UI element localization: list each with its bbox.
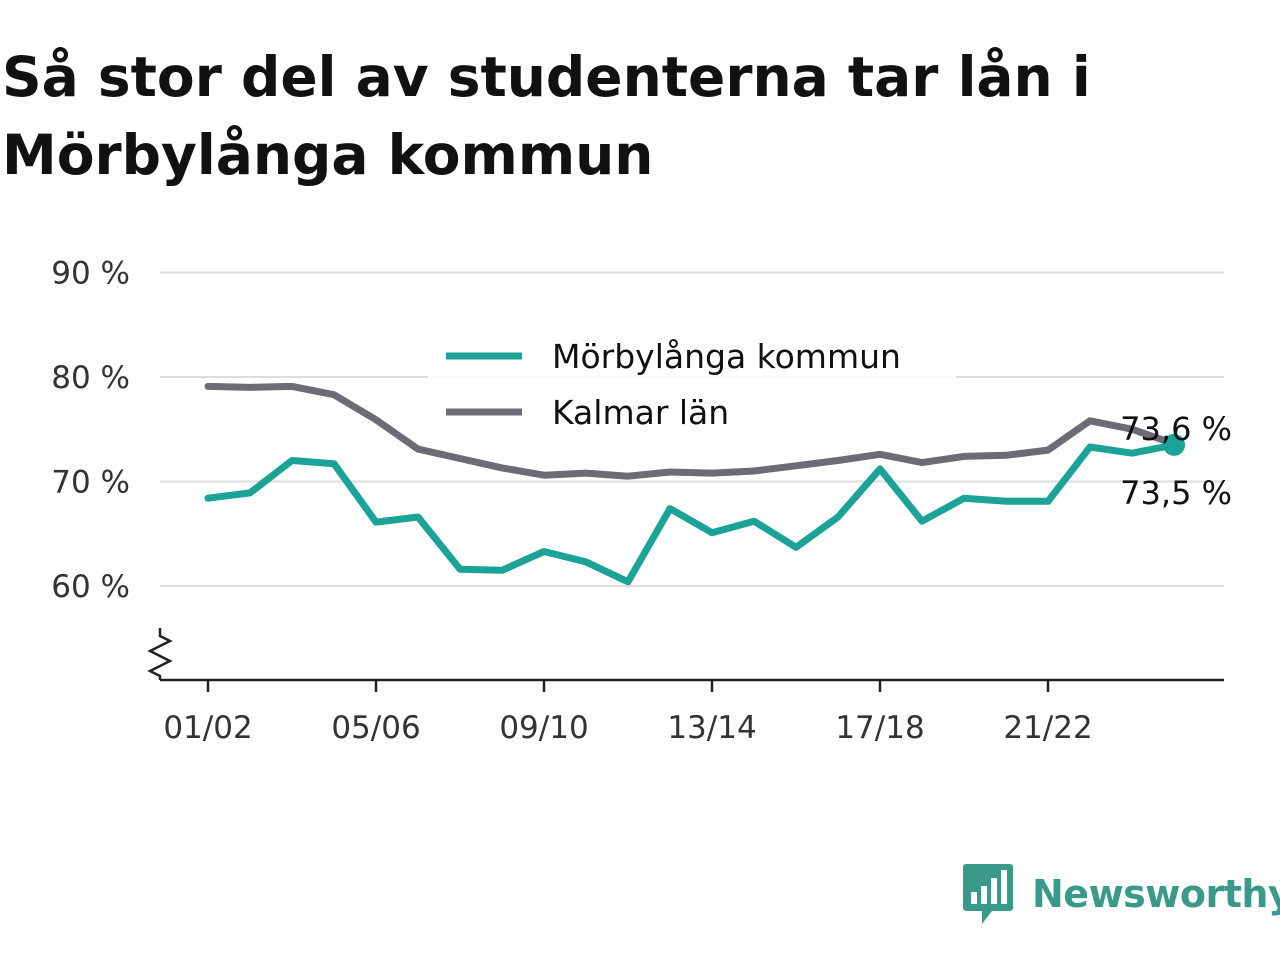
chart-title: Så stor del av studenterna tar lån i Mör… (2, 45, 1091, 187)
series-line-m-rbyl-nga-kommun (204, 441, 1178, 586)
y-tick-label: 70 % (51, 464, 130, 500)
x-tick-label: 09/10 (499, 710, 588, 746)
x-tick-label: 01/02 (163, 710, 252, 746)
y-tick-label: 80 % (51, 360, 130, 396)
x-tick-label: 21/22 (1003, 710, 1092, 746)
end-label-kalmar: 73,6 % (1120, 410, 1232, 448)
y-tick-label: 60 % (51, 569, 130, 605)
legend-label: Mörbylånga kommun (552, 337, 901, 376)
series-end-marker (1163, 433, 1185, 456)
x-tick-label: 05/06 (331, 710, 420, 746)
x-tick-label: 13/14 (667, 710, 756, 746)
y-tick-label: 90 % (51, 255, 130, 291)
legend-label: Kalmar län (552, 393, 729, 432)
end-labels: 73,6 % 73,5 % (1120, 410, 1232, 512)
legend: Mörbylånga kommun Kalmar län (428, 326, 956, 432)
end-label-morbylanga: 73,5 % (1120, 474, 1232, 512)
brand-name: Newsworthy (1032, 872, 1280, 916)
legend-background (428, 326, 956, 400)
newsworthy-logo: Newsworthy (962, 862, 1280, 926)
series-lines (204, 382, 1185, 586)
series-line-kalmar-l-n (204, 382, 1178, 480)
axes: 60 % 70 % 80 % 90 % 01/02 05/06 09/10 13/14 17/1… (51, 255, 1224, 746)
chart-speech-bubble-icon (963, 864, 1013, 924)
axis-break-mark (147, 628, 173, 680)
x-tick-label: 17/18 (835, 710, 924, 746)
